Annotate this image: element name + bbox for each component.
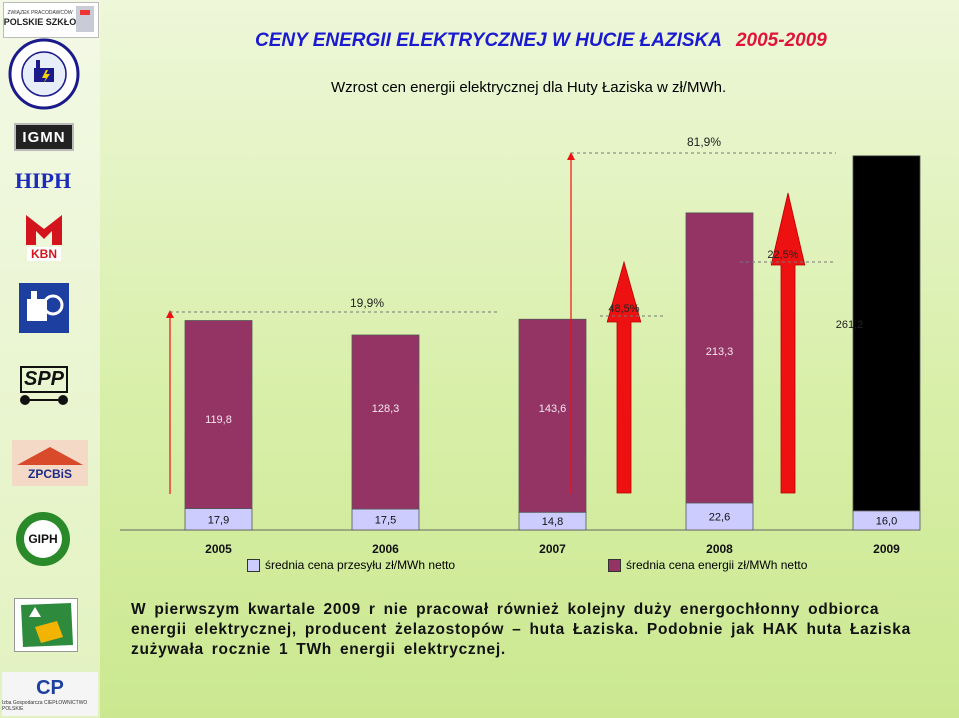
spp-text: SPP [19, 365, 69, 393]
growth-label-3: 81,9% [687, 135, 721, 149]
igcp-mark: CP [36, 676, 64, 699]
zpcbis-roof [17, 447, 83, 465]
svg-text:POLSKIE SZKŁO: POLSKIE SZKŁO [4, 17, 76, 27]
seal-graphic [8, 38, 80, 110]
label-transmission-2007: 14,8 [542, 516, 563, 528]
spp-rollers [20, 394, 68, 405]
x-tick-2006: 2006 [372, 542, 399, 556]
label-energy-2007: 143,6 [539, 403, 567, 415]
label-energy-2006: 128,3 [372, 403, 400, 415]
forestry-map-logo [14, 598, 78, 652]
zpcbis-logo: ZPCBiS [12, 440, 88, 486]
legend-item-transmission: średnia cena przesyłu zł/MWh netto [247, 558, 455, 572]
growth-line-total-head [567, 152, 575, 160]
spp-logo: SPP [17, 357, 71, 415]
zpcbis-text: ZPCBiS [27, 467, 72, 481]
legend-item-energy: średnia cena energii zł/MWh netto [608, 558, 807, 572]
igmn-logo: IGMN [14, 123, 74, 151]
growth-label-1: 48,5% [608, 303, 639, 315]
label-energy-2008: 213,3 [706, 346, 734, 358]
bar-energy-2006 [351, 334, 420, 510]
sidebar: ZWIĄZEK PRACODAWCÓW POLSKIE SZKŁO IGMN H… [0, 0, 100, 718]
bar-transmission-2008 [685, 502, 754, 531]
kbn-logo: KBN [20, 210, 68, 264]
growth-label-2: 22,5% [767, 249, 798, 261]
giph-emblem [16, 512, 70, 566]
label-transmission-2009: 16,0 [876, 515, 897, 527]
growth-line-2006-head [166, 310, 174, 318]
hiph-text: HIPH [14, 168, 72, 193]
hiph-logo: HIPH [14, 168, 72, 194]
growth-arrow-2009 [770, 192, 806, 494]
label-transmission-2006: 17,5 [375, 515, 396, 527]
giph-text: GIPH [28, 532, 58, 546]
bar-energy-2007 [518, 318, 587, 513]
title-years: 2005-2009 [735, 30, 827, 51]
machine-icon-logo [19, 283, 69, 333]
label-transmission-2008: 22,6 [709, 511, 730, 523]
bar-energy-2005 [184, 320, 253, 509]
igcp-text: Izba Gospodarcza CIEPŁOWNICTWO POLSKIE [2, 699, 88, 712]
igmn-text: IGMN [22, 128, 66, 146]
bar-energy-2008 [685, 212, 754, 504]
kbn-text: KBN [27, 247, 61, 261]
x-tick-2009: 2009 [873, 542, 900, 556]
legend-label-energy: średnia cena energii zł/MWh netto [626, 558, 808, 572]
chart-subtitle: Wzrost cen energii elektrycznej dla Huty… [331, 79, 727, 96]
label-transmission-2005: 17,9 [208, 514, 229, 526]
label-energy-2009: 261,2 [836, 319, 864, 331]
circular-association-seal [8, 38, 80, 110]
x-tick-2007: 2007 [539, 542, 566, 556]
legend-swatch-transmission [247, 558, 260, 572]
forestry-map-graphic [21, 603, 73, 647]
page-title: CENY ENERGII ELEKTRYCZNEJ W HUCIE ŁAZISK… [255, 30, 827, 52]
summary-paragraph: W pierwszym kwartale 2009 r nie pracował… [131, 601, 911, 658]
giph-logo: GIPH [14, 510, 72, 568]
legend-swatch-energy [608, 558, 621, 572]
x-tick-2005: 2005 [205, 542, 232, 556]
x-tick-2008: 2008 [706, 542, 733, 556]
legend-label-transmission: średnia cena przesyłu zł/MWh netto [265, 558, 456, 572]
growth-label-0: 19,9% [350, 296, 384, 310]
kbn-emblem [26, 215, 62, 245]
zpps-logo: ZWIĄZEK PRACODAWCÓW POLSKIE SZKŁO [3, 2, 99, 38]
igcp-logo: CP Izba Gospodarcza CIEPŁOWNICTWO POLSKI… [2, 672, 98, 716]
label-energy-2005: 119,8 [205, 414, 232, 426]
zpps-logo-graphic: ZWIĄZEK PRACODAWCÓW POLSKIE SZKŁO [4, 6, 94, 32]
growth-arrow-2008 [606, 260, 642, 494]
machine-icon [27, 291, 64, 321]
svg-text:ZWIĄZEK PRACODAWCÓW: ZWIĄZEK PRACODAWCÓW [7, 9, 72, 16]
title-main: CENY ENERGII ELEKTRYCZNEJ W HUCIE ŁAZISK… [255, 30, 722, 51]
bar-energy-2009 [852, 155, 921, 512]
